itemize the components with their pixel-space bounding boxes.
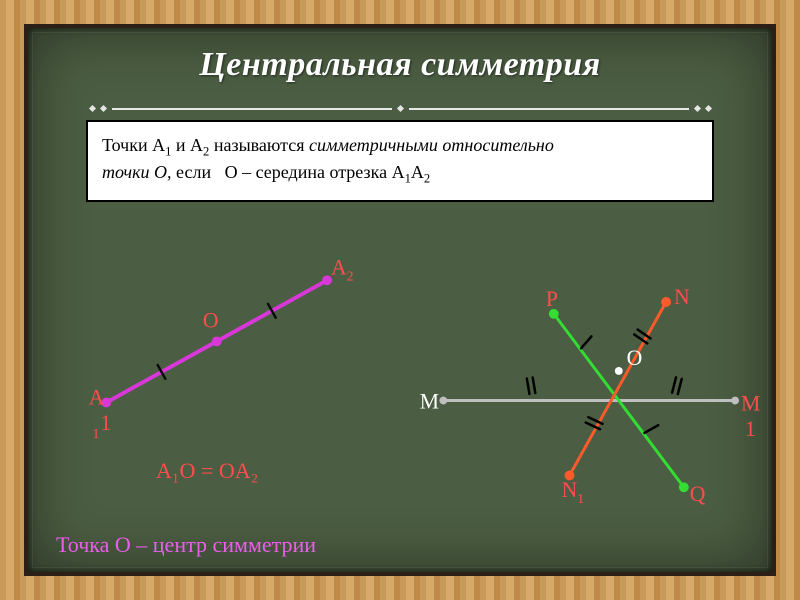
- def-italic: симметричными относительно: [309, 135, 554, 155]
- svg-text:N: N: [674, 285, 690, 309]
- wooden-frame: Центральная симметрия Точки A1 и A2 назы…: [0, 0, 800, 600]
- page-title: Центральная симметрия: [28, 28, 772, 90]
- def-text: если O – середина отрезка A: [176, 162, 405, 182]
- svg-text:1: 1: [100, 411, 111, 435]
- def-text: A: [411, 162, 424, 182]
- definition-line-1: Точки A1 и A2 называются симметричными о…: [102, 132, 698, 159]
- equation-text: A₁O = OA₂: [156, 458, 258, 484]
- def-sub: 2: [424, 172, 430, 186]
- svg-text:N1: N1: [562, 478, 585, 506]
- svg-text:P: P: [546, 287, 558, 311]
- footer-text: Точка О – центр симметрии: [56, 532, 316, 558]
- svg-text:O: O: [203, 309, 219, 333]
- def-text: и A: [171, 135, 203, 155]
- def-text: называются: [209, 135, 309, 155]
- svg-text:Q: Q: [690, 482, 706, 506]
- svg-text:M: M: [741, 391, 760, 415]
- def-italic: точки O,: [102, 162, 176, 182]
- def-text: Точки A: [102, 135, 165, 155]
- svg-text:M: M: [420, 389, 439, 413]
- definition-line-2: точки O, если O – середина отрезка A1A2: [102, 159, 698, 186]
- chalkboard: Центральная симметрия Точки A1 и A2 назы…: [24, 24, 776, 576]
- definition-box: Точки A1 и A2 называются симметричными о…: [86, 120, 714, 202]
- svg-text:A: A: [89, 385, 105, 409]
- svg-text:1: 1: [93, 426, 100, 441]
- svg-text:1: 1: [745, 417, 756, 441]
- svg-text:O: O: [627, 346, 643, 370]
- title-divider: [28, 106, 772, 111]
- svg-text:A2: A2: [331, 255, 354, 283]
